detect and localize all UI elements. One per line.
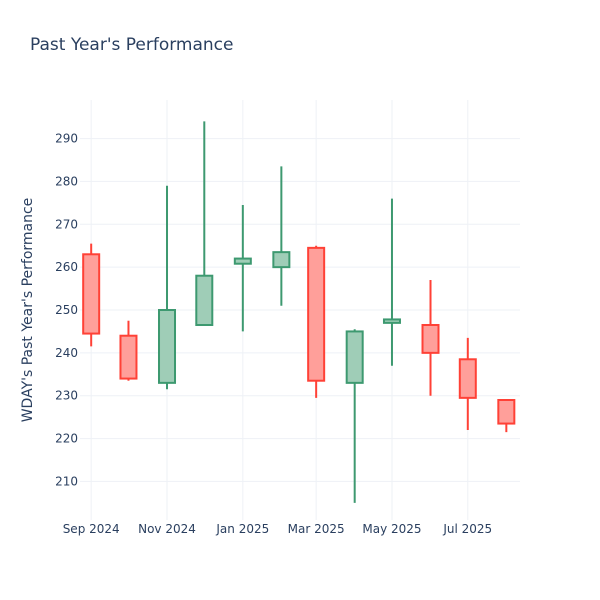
candle-body [233,257,252,265]
candle [307,245,326,398]
candle-body [119,334,138,380]
candle-body [158,309,177,384]
candle-body [382,318,401,324]
candle [195,121,214,327]
y-tick-label: 230 [55,389,78,403]
y-gridlines [80,138,520,482]
y-tick-label: 260 [55,260,78,274]
x-tick-label: May 2025 [362,522,421,536]
candle [421,280,440,396]
candle-body [458,358,477,399]
candle-body [345,330,364,384]
x-tick-label: Jul 2025 [442,522,492,536]
candle [497,399,516,433]
x-tick-label: Sep 2024 [63,522,120,536]
candle [233,205,252,332]
y-tick-label: 280 [55,174,78,188]
y-tick-label: 290 [55,132,78,146]
candle-body [195,274,214,327]
y-tick-label: 220 [55,432,78,446]
candle-body [307,246,326,382]
y-tick-label: 250 [55,303,78,317]
y-tick-label: 270 [55,217,78,231]
candle [119,320,138,381]
x-axis-ticks: Sep 2024 Nov 2024 Jan 2025 Mar 2025 May 2025… [63,522,493,536]
candle-body [272,251,291,269]
candle [458,337,477,430]
candle [82,243,101,347]
candle [382,198,401,366]
x-tick-label: Mar 2025 [288,522,345,536]
y-tick-label: 210 [55,474,78,488]
y-axis-title: WDAY's Past Year's Performance [20,198,36,423]
candle-body [421,324,440,354]
candle [158,185,177,390]
chart-title: Past Year's Performance [30,35,234,55]
x-tick-label: Jan 2025 [215,522,269,536]
y-axis-ticks: 210 220 230 240 250 260 270 280 290 [55,132,78,489]
candle-body [82,253,101,335]
x-tick-label: Nov 2024 [138,522,196,536]
candle-body [497,399,516,425]
candles [82,121,516,503]
y-tick-label: 240 [55,346,78,360]
candle [345,329,364,503]
candle [272,166,291,306]
